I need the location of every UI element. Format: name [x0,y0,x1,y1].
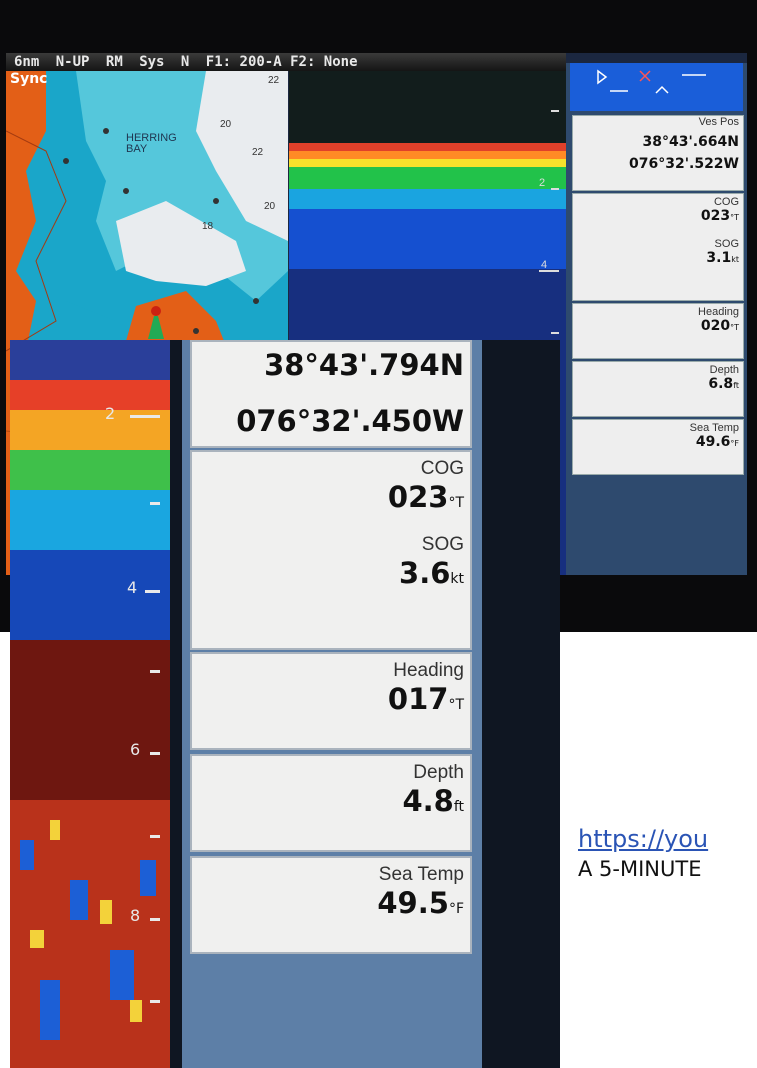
depth-box[interactable]: Depth 4.8ft [190,754,472,852]
status-bar: 6nm N-UP RM Sys N F1: 200-A F2: None [6,53,566,71]
data-panel-closeup: 38°43'.794N 076°32'.450W COG 023°T SOG 3… [182,340,482,1068]
gps-status-indicator[interactable]: N [180,54,190,70]
sea-temp-label: Sea Temp [378,864,464,885]
orientation-indicator[interactable]: N-UP [55,54,90,70]
sea-temp-unit: °F [448,901,464,917]
toolbar-icons-drawing [597,69,706,94]
cog-label: COG [713,196,739,208]
depth-label: Depth [413,762,464,783]
place-label: HERRING BAY [126,132,177,155]
depth-unit: ft [453,799,464,815]
depth-scale-tick: 2 [539,177,546,189]
heading-unit: °T [448,697,464,713]
cog-unit: °T [730,213,739,222]
depth-sounding: 22 [252,147,264,158]
ves-pos-label: Ves Pos [698,116,739,128]
depth-sounding: 20 [220,119,232,130]
frequency-indicator[interactable]: F1: 200-A F2: None [205,54,358,70]
vessel-position-box[interactable]: Ves Pos 38°43'.664N 076°32'.522W [572,115,744,191]
heading-box[interactable]: Heading 020°T [572,303,744,359]
chartplotter-screen: 6nm N-UP RM Sys N F1: 200-A F2: None [6,53,747,575]
cog-label: COG [420,458,464,479]
sog-value: 3.1 [706,250,732,266]
sea-temp-unit: °F [730,439,739,448]
heading-value: 020 [700,318,731,334]
depth-scale-tick: 2 [105,404,116,423]
cog-sog-box[interactable]: COG 023°T SOG 3.6kt [190,450,472,650]
depth-value: 6.8 [708,376,734,392]
chartplotter-photo-overview: 6nm N-UP RM Sys N F1: 200-A F2: None [0,0,757,632]
motion-mode-indicator[interactable]: RM [105,54,123,70]
cog-value: 023 [700,208,731,224]
longitude-value: 076°32'.522W [629,156,739,172]
depth-box[interactable]: Depth 6.8ft [572,361,744,417]
sync-label[interactable]: Sync [10,71,48,87]
cog-unit: °T [448,495,464,511]
sog-label: SOG [714,238,739,250]
latitude-value: 38°43'.664N [642,134,739,150]
depth-label: Depth [709,364,739,376]
sonar-view-closeup[interactable]: 2 4 6 8 [10,340,170,1068]
heading-value: 017 [387,682,449,716]
sea-temp-value: 49.6 [695,434,731,450]
sea-temp-box[interactable]: Sea Temp 49.6°F [572,419,744,475]
toolbar-icons [570,63,743,111]
depth-scale-tick: 4 [541,259,548,271]
heading-unit: °T [730,323,739,332]
sog-unit: kt [450,571,464,587]
heading-label: Heading [393,660,464,681]
sea-temp-box[interactable]: Sea Temp 49.5°F [190,856,472,954]
range-indicator[interactable]: 6nm [14,54,40,70]
depth-sounding: 18 [202,221,214,232]
sea-temp-value: 49.5 [377,886,449,920]
depth-scale-tick: 6 [130,740,141,759]
heading-box[interactable]: Heading 017°T [190,652,472,750]
sog-label: SOG [421,534,464,555]
depth-sounding: 22 [268,75,280,86]
sea-temp-label: Sea Temp [689,422,739,434]
depth-value: 4.8 [402,784,454,818]
depth-scale-tick: 4 [127,578,138,597]
sonar-echo-closeup-drawing [10,340,170,1068]
caption-text: A 5-MINUTE [578,857,702,881]
chartplotter-photo-closeup: 2 4 6 8 38°43'.794N 076°32'.450W COG 023… [10,340,560,1068]
depth-unit: ft [733,381,739,390]
waypoint-marker [151,306,161,316]
sog-value: 3.6 [399,556,451,590]
system-indicator[interactable]: Sys [139,54,165,70]
sog-unit: kt [731,255,739,264]
cog-sog-box[interactable]: COG 023°T SOG 3.1kt [572,193,744,301]
depth-scale-tick: 8 [130,906,141,925]
heading-label: Heading [698,306,739,318]
cog-value: 023 [387,480,449,514]
vessel-position-box[interactable]: 38°43'.794N 076°32'.450W [190,340,472,448]
data-panel: Ves Pos 38°43'.664N 076°32'.522W COG 023… [566,63,747,575]
depth-sounding: 20 [264,201,276,212]
video-link[interactable]: https://you [578,825,709,853]
latitude-value: 38°43'.794N [264,348,464,382]
longitude-value: 076°32'.450W [236,404,464,438]
